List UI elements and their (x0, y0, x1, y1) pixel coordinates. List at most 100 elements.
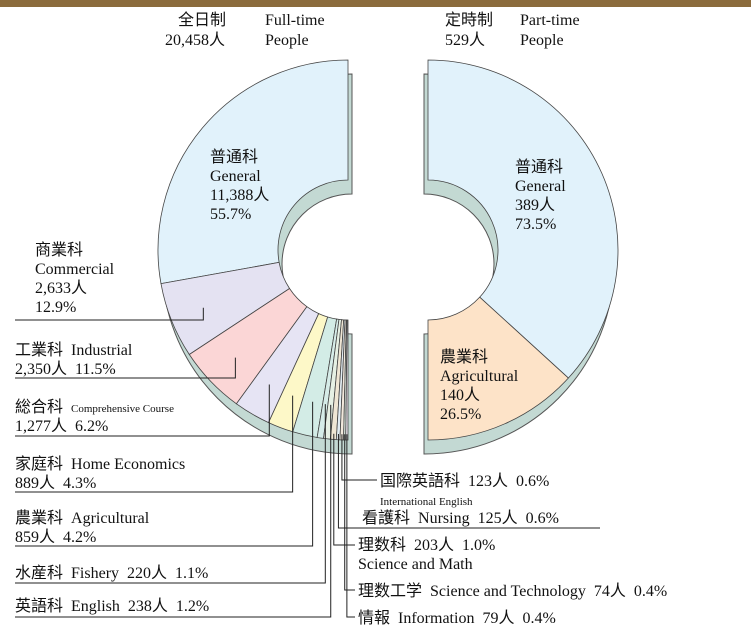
label-part: General (515, 178, 566, 195)
leader-line (337, 434, 600, 529)
label-part: 工業科 (15, 341, 63, 359)
label-part: 1.1% (175, 565, 208, 582)
label-part: 220人 (127, 564, 167, 582)
total-label: 529人 (445, 31, 485, 49)
slice-label: 工業科 Industrial (15, 341, 133, 359)
label-part: Agricultural (71, 510, 150, 527)
label-part: 26.5% (440, 406, 481, 423)
slice-label: 理数科 203人 1.0% (358, 536, 495, 554)
slice-label: 総合科 Comprehensive Course (15, 398, 174, 416)
label-part: 普通科 (210, 148, 258, 166)
slice-label: 140人 (440, 386, 480, 404)
leader-line (15, 307, 204, 321)
leader-line (15, 357, 236, 379)
slice-label: International English (380, 496, 473, 508)
label-part: 11,388人 (210, 186, 269, 204)
label-part: 73.5% (515, 216, 556, 233)
label-part: 889人 (15, 474, 55, 492)
label-part: 0.6% (516, 473, 549, 490)
slice-label: 農業科 Agricultural (15, 509, 150, 527)
pie-slice (157, 59, 349, 285)
slice-label: 2,633人 (35, 279, 87, 297)
label-part: 74人 (594, 582, 626, 600)
label-part: 国際英語科 (380, 472, 460, 490)
leader-line (15, 404, 332, 618)
slice-label: 水産科 Fishery 220人 1.1% (15, 564, 208, 582)
label-part: 水産科 (15, 564, 63, 582)
slice-label: 55.7% (210, 206, 251, 223)
label-part: 1.2% (176, 598, 209, 615)
label-part: 理数工学 (358, 582, 422, 600)
label-part: 理数科 (358, 536, 406, 554)
leader-line (346, 434, 355, 618)
label-part: Industrial (71, 342, 133, 359)
slice-label: 2,350人 11.5% (15, 360, 116, 378)
label-part: 英語科 (15, 597, 63, 615)
label-part: Commercial (35, 261, 115, 278)
pie-slice (427, 296, 569, 441)
leader-line (15, 401, 314, 547)
chart-subtitle: Part-time (520, 12, 580, 29)
chart-title: 定時制 (445, 11, 493, 29)
slice-label: 英語科 English 238人 1.2% (15, 597, 209, 615)
leader-line (15, 404, 326, 584)
label-part: 1.0% (462, 537, 495, 554)
chart-subtitle: Full-time (265, 12, 325, 29)
label-part: 家庭科 (15, 455, 63, 473)
label-part: 2,350人 (15, 360, 67, 378)
slice-label: 889人 4.3% (15, 474, 96, 492)
slice-label: General (515, 178, 566, 195)
leader-line (344, 434, 355, 591)
slice-label: General (210, 168, 261, 185)
label-part: 203人 (414, 536, 454, 554)
slice-label: 商業科 (35, 241, 83, 259)
label-part: Agricultural (440, 368, 519, 385)
label-part: Science and Technology (430, 583, 586, 600)
unit-label: People (520, 32, 564, 49)
label-part: Information (398, 610, 474, 627)
label-part: 859人 (15, 528, 55, 546)
label-part: 123人 (468, 472, 508, 490)
label-part: General (210, 168, 261, 185)
chart-title: 全日制 (178, 11, 226, 29)
label-part: 0.4% (634, 583, 667, 600)
slice-label: 国際英語科 123人 0.6% (380, 472, 549, 490)
label-part: 総合科 (15, 398, 63, 416)
slice-label: 普通科 (210, 148, 258, 166)
label-part: 79人 (482, 609, 514, 627)
slice-label: Agricultural (440, 368, 519, 385)
slice-label: 73.5% (515, 216, 556, 233)
slice-label: Commercial (35, 261, 115, 278)
top-band (0, 0, 751, 7)
label-part: 情報 (358, 609, 390, 627)
label-part: 4.3% (63, 475, 96, 492)
slice-label: 11,388人 (210, 186, 269, 204)
label-part: Comprehensive Course (71, 403, 174, 415)
slice-label: 情報 Information 79人 0.4% (358, 609, 556, 627)
pie-slice (427, 59, 619, 379)
slice-label: 看護科 Nursing 125人 0.6% (362, 509, 559, 527)
label-part: 農業科 (15, 509, 63, 527)
leader-line (15, 395, 294, 493)
label-part: 4.2% (63, 529, 96, 546)
label-part: 商業科 (35, 241, 83, 259)
leader-line (15, 384, 270, 437)
label-part: Nursing (418, 510, 470, 527)
unit-label: People (265, 32, 309, 49)
slice-label: 家庭科 Home Economics (15, 455, 185, 473)
label-part: Science and Math (358, 556, 473, 573)
slice-label: 1,277人 6.2% (15, 417, 108, 435)
label-part: 1,277人 (15, 417, 67, 435)
slice-label: 理数工学 Science and Technology 74人 0.4% (358, 582, 667, 600)
total-label: 20,458人 (165, 31, 225, 49)
label-part: International English (380, 496, 473, 508)
label-part: 看護科 (362, 509, 410, 527)
slice-label: 859人 4.2% (15, 528, 96, 546)
label-part: 0.4% (522, 610, 555, 627)
slice-label: 普通科 (515, 158, 563, 176)
leader-line (341, 434, 377, 481)
slice-label: 農業科 (440, 348, 488, 366)
label-part: 6.2% (75, 418, 108, 435)
label-part: English (71, 598, 120, 615)
